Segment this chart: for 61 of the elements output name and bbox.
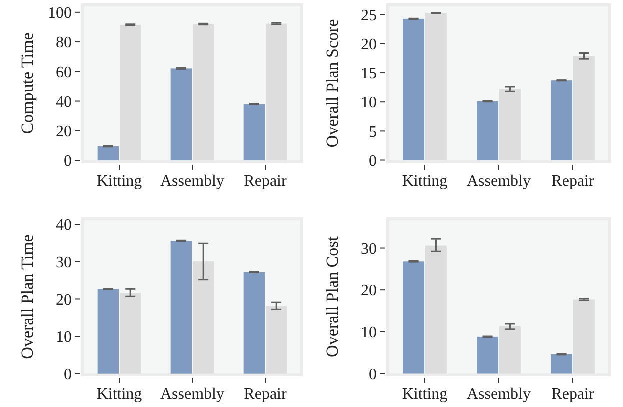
- y-tick-label: 80: [56, 34, 72, 52]
- bar: [500, 326, 521, 374]
- bar: [244, 104, 265, 161]
- y-tick-label: 0: [64, 153, 72, 170]
- bar: [193, 24, 214, 161]
- x-tick-label: Assembly: [160, 386, 224, 403]
- y-tick-label: 20: [361, 36, 377, 54]
- bar: [266, 306, 288, 374]
- y-tick-label: 0: [369, 366, 377, 384]
- y-axis-title: Overall Plan Time: [18, 234, 37, 360]
- x-tick-label: Kitting: [402, 386, 448, 403]
- bar: [98, 146, 119, 161]
- bar: [477, 336, 498, 374]
- bar: [477, 102, 498, 160]
- bar: [500, 89, 521, 160]
- y-tick-label: 10: [361, 94, 377, 112]
- bar: [426, 13, 447, 160]
- x-tick-label: Repair: [552, 173, 595, 190]
- bar: [403, 18, 424, 160]
- bar: [98, 289, 119, 374]
- bar: [170, 68, 192, 161]
- y-tick-label: 5: [369, 124, 377, 141]
- y-tick-label: 0: [64, 366, 72, 384]
- x-tick-label: Assembly: [467, 386, 531, 403]
- x-tick-label: Kitting: [96, 173, 142, 190]
- y-axis-title: Compute Time: [18, 32, 37, 134]
- y-tick-label: 20: [56, 123, 72, 140]
- bar: [170, 241, 192, 374]
- y-tick-label: 25: [361, 7, 377, 24]
- x-tick-label: Repair: [552, 386, 595, 403]
- bar: [120, 24, 142, 161]
- y-tick-label: 20: [361, 282, 377, 300]
- bar: [403, 262, 424, 374]
- bar: [574, 56, 595, 160]
- y-tick-label: 30: [361, 240, 377, 258]
- bar: [551, 354, 572, 374]
- y-tick-label: 100: [48, 5, 72, 22]
- y-tick-label: 30: [56, 254, 72, 272]
- bar: [551, 80, 572, 160]
- x-tick-label: Kitting: [402, 173, 448, 190]
- x-tick-label: Repair: [244, 386, 288, 403]
- y-tick-label: 10: [361, 324, 377, 342]
- bar: [574, 300, 595, 374]
- y-tick-label: 15: [361, 66, 377, 83]
- x-tick-label: Repair: [244, 173, 288, 190]
- bar: [244, 272, 265, 374]
- x-tick-label: Kitting: [96, 386, 142, 403]
- bar: [266, 24, 288, 161]
- bar: [193, 262, 214, 374]
- y-axis-title: Overall Plan Score: [323, 19, 342, 148]
- y-tick-label: 60: [56, 64, 72, 82]
- bar: [120, 293, 142, 374]
- y-tick-label: 0: [369, 152, 377, 170]
- y-tick-label: 10: [56, 329, 72, 346]
- y-tick-label: 40: [56, 217, 72, 234]
- x-tick-label: Assembly: [160, 173, 224, 190]
- x-tick-label: Assembly: [467, 173, 531, 190]
- y-tick-label: 20: [56, 292, 72, 309]
- y-axis-title: Overall Plan Cost: [323, 236, 342, 358]
- y-tick-label: 40: [56, 94, 72, 111]
- bar: [426, 246, 447, 374]
